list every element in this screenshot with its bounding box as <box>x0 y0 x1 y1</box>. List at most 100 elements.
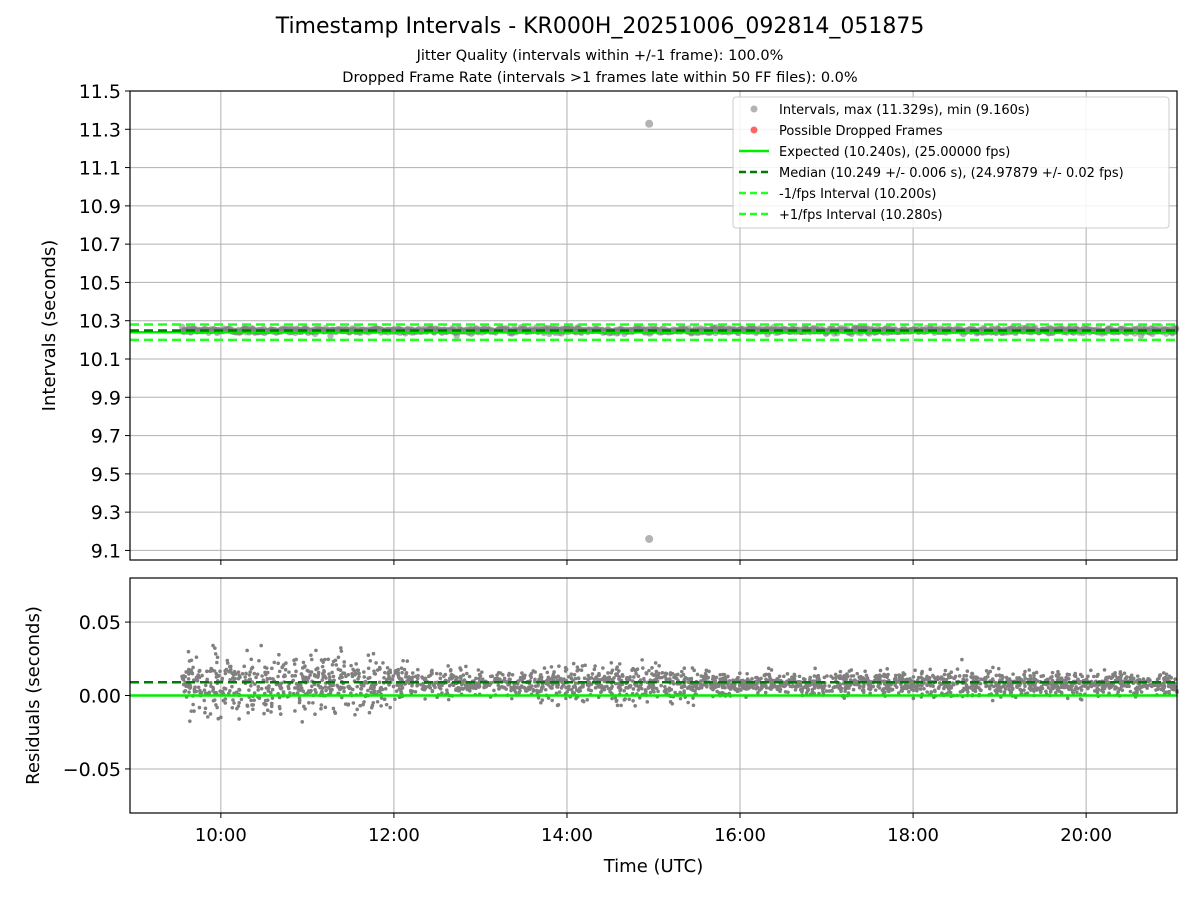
y-axis-label: Residuals (seconds) <box>23 606 44 785</box>
residual-point <box>1135 686 1140 691</box>
residual-point <box>1116 689 1121 694</box>
y-tick-label: 10.3 <box>79 311 121 333</box>
residual-point <box>1067 685 1072 689</box>
residual-point <box>543 688 548 692</box>
residual-point <box>1019 689 1024 693</box>
residual-point <box>985 674 990 679</box>
residual-point <box>573 676 578 681</box>
residual-point <box>995 683 1000 688</box>
residual-point <box>966 690 970 694</box>
residual-point <box>808 677 812 682</box>
residual-point <box>778 687 783 692</box>
residual-point <box>326 657 331 662</box>
residual-point <box>583 663 587 668</box>
residual-point <box>705 683 709 688</box>
residual-point <box>767 674 772 679</box>
residual-point <box>739 688 743 692</box>
residual-point <box>309 688 313 693</box>
residual-point <box>564 696 568 701</box>
residual-point <box>182 690 187 694</box>
residual-point <box>614 673 618 678</box>
residual-point <box>364 680 368 685</box>
residual-point <box>259 686 264 691</box>
residual-point <box>1055 678 1060 682</box>
residual-point <box>458 666 462 670</box>
y-tick-label: 9.9 <box>91 387 121 409</box>
residual-point <box>262 701 266 706</box>
residual-point <box>314 648 318 653</box>
residual-point <box>844 682 848 687</box>
residual-point <box>322 668 326 673</box>
residual-point <box>654 677 658 681</box>
residual-point <box>467 674 472 679</box>
residual-point <box>792 677 797 681</box>
residual-point <box>187 659 192 663</box>
residual-point <box>642 679 647 684</box>
residual-point <box>287 670 291 674</box>
residual-point <box>357 671 361 676</box>
residual-point <box>181 677 186 682</box>
residual-point <box>232 691 236 696</box>
residual-point <box>946 673 950 677</box>
residual-point <box>949 670 954 675</box>
residual-point <box>1161 688 1166 692</box>
residual-point <box>931 684 935 689</box>
residual-point <box>984 683 989 688</box>
residual-point <box>191 702 195 707</box>
residual-point <box>1086 674 1090 679</box>
residual-point <box>877 686 882 690</box>
residual-point <box>637 685 641 689</box>
residual-point <box>256 684 261 689</box>
residual-point <box>370 703 375 708</box>
residual-point <box>251 703 256 707</box>
residual-point <box>855 671 859 676</box>
residual-point <box>716 682 720 687</box>
residual-point <box>673 690 677 695</box>
residual-point <box>1079 697 1084 702</box>
residual-point <box>984 669 989 673</box>
residual-point <box>885 667 890 671</box>
residual-point <box>609 670 614 675</box>
residual-point <box>569 688 574 692</box>
residual-point <box>552 670 556 674</box>
residual-point <box>274 682 279 687</box>
residual-point <box>631 687 636 691</box>
residual-point <box>1054 673 1059 677</box>
residual-point <box>523 673 527 678</box>
residual-point <box>301 704 306 709</box>
residual-point <box>368 659 373 663</box>
residual-point <box>416 667 420 672</box>
residual-point <box>191 665 195 670</box>
residual-point <box>323 685 328 689</box>
residual-point <box>367 675 372 680</box>
residual-point <box>1028 673 1033 678</box>
residual-point <box>906 684 911 689</box>
residual-point <box>1016 677 1020 682</box>
residual-point <box>338 668 343 672</box>
residual-point <box>599 690 603 695</box>
residual-point <box>309 670 314 674</box>
jitter-quality-subtitle: Jitter Quality (intervals within +/-1 fr… <box>416 48 784 64</box>
residual-point <box>962 686 966 691</box>
residual-point <box>292 662 297 666</box>
residual-point <box>720 684 725 689</box>
residual-point <box>1086 685 1090 689</box>
residual-point <box>539 701 543 705</box>
residual-point <box>404 672 408 676</box>
residual-point <box>867 686 871 691</box>
residual-point <box>824 689 829 693</box>
x-axis-label: Time (UTC) <box>603 856 704 877</box>
residual-point <box>220 676 225 681</box>
x-tick-label: 14:00 <box>541 825 593 846</box>
residual-point <box>247 677 252 682</box>
residual-point <box>567 687 571 692</box>
residual-point <box>446 664 450 668</box>
residual-point <box>819 684 824 688</box>
residual-point <box>845 674 850 679</box>
residual-point <box>1124 675 1129 679</box>
residual-point <box>236 676 241 681</box>
residual-point <box>858 684 862 688</box>
y-tick-label: 9.1 <box>91 540 121 562</box>
residual-point <box>636 688 641 692</box>
residual-point <box>355 684 360 689</box>
